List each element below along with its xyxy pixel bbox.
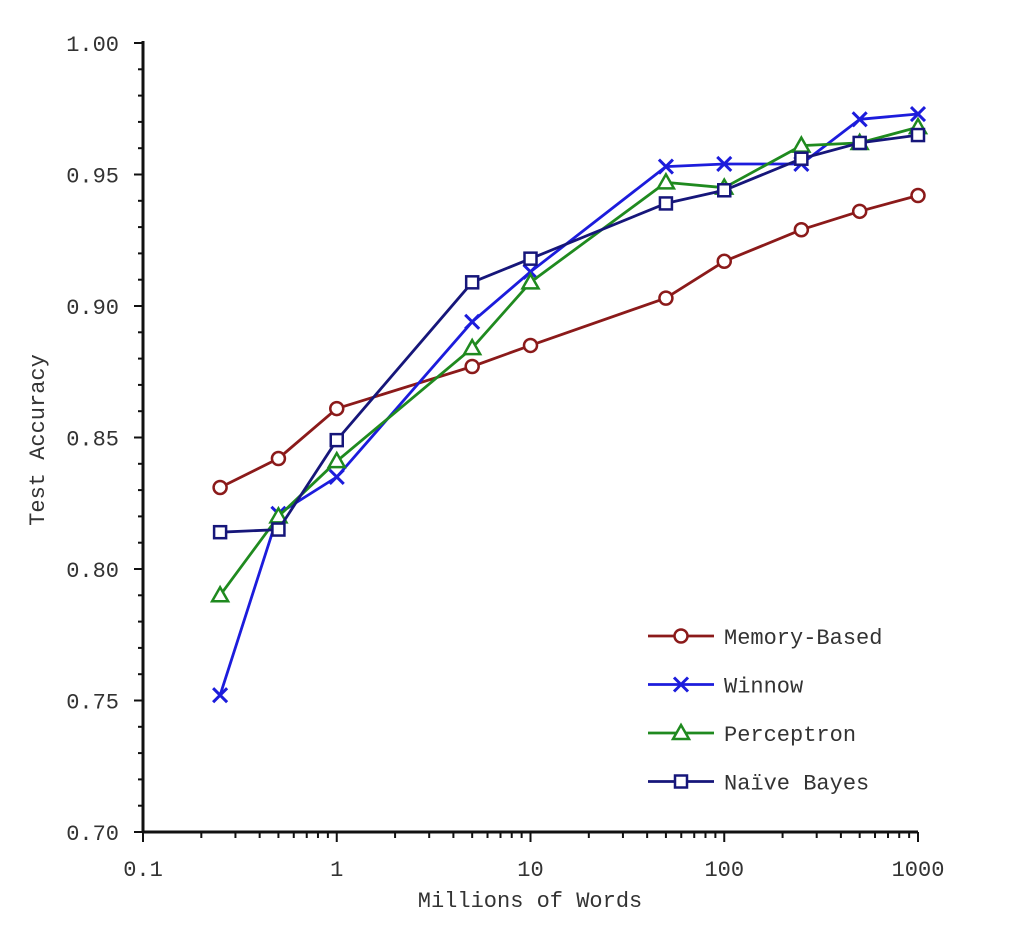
square-marker	[910, 127, 926, 143]
x-marker	[657, 158, 674, 175]
circle-marker	[270, 450, 287, 467]
square-marker	[658, 196, 674, 211]
series-2	[209, 116, 929, 603]
x-marker	[522, 263, 539, 280]
circle-marker	[851, 203, 868, 220]
series-3	[212, 127, 926, 540]
legend-label: Naïve Bayes	[724, 772, 869, 797]
square-marker	[794, 151, 809, 166]
legend-label: Memory-Based	[724, 626, 882, 651]
series-0	[212, 187, 926, 496]
square-marker	[329, 432, 344, 448]
series-line	[220, 133, 919, 534]
series-line	[218, 125, 919, 597]
legend-entry: Naïve Bayes	[648, 772, 869, 797]
y-tick-label: 0.75	[66, 691, 119, 716]
circle-marker	[793, 221, 810, 238]
legend-entry: Winnow	[648, 675, 803, 700]
x-tick-label: 1000	[892, 858, 945, 883]
y-tick-label: 0.95	[66, 165, 119, 190]
circle-marker	[658, 290, 674, 306]
series-line	[218, 112, 919, 696]
x-marker	[716, 155, 733, 173]
x-marker	[851, 111, 868, 128]
y-axis-title: Test Accuracy	[26, 354, 51, 526]
x-marker	[672, 676, 690, 693]
y-tick-label: 1.00	[66, 33, 119, 58]
triangle-marker	[462, 337, 483, 356]
circle-marker	[522, 337, 539, 354]
legend-entry: Memory-Based	[648, 626, 882, 651]
x-tick-label: 0.1	[123, 858, 163, 883]
triangle-marker	[326, 450, 347, 469]
y-tick-label: 0.70	[66, 822, 119, 847]
square-marker	[673, 774, 689, 789]
square-marker	[271, 522, 286, 537]
legend: Memory-Based Winnow Perceptron Naïve Bayes	[648, 626, 882, 797]
circle-marker	[464, 358, 480, 375]
y-tick-label: 0.85	[66, 428, 119, 453]
x-marker	[464, 313, 481, 330]
x-tick-label: 100	[704, 858, 744, 883]
axes: 0.70 0.75 0.80 0.85 0.90 0.95 1.00 0.1 1 10 100 100…	[66, 33, 944, 883]
circle-marker	[910, 187, 926, 204]
square-marker	[212, 524, 228, 540]
square-marker	[852, 135, 867, 151]
circle-marker	[329, 400, 345, 417]
series-1	[212, 105, 927, 704]
series-layer	[209, 105, 929, 704]
x-marker	[909, 105, 927, 123]
triangle-marker	[209, 584, 231, 603]
circle-marker	[716, 253, 732, 270]
square-marker	[464, 275, 480, 290]
x-marker	[328, 468, 345, 486]
legend-label: Winnow	[724, 675, 803, 700]
legend-label: Perceptron	[724, 723, 856, 748]
triangle-marker	[520, 271, 541, 290]
y-tick-label: 0.90	[66, 296, 119, 321]
x-tick-label: 1	[330, 858, 343, 883]
circle-marker	[212, 479, 228, 496]
series-line	[219, 194, 919, 489]
circle-marker	[673, 628, 689, 644]
x-marker	[212, 687, 229, 704]
triangle-marker	[655, 171, 677, 190]
y-tick-label: 0.80	[66, 559, 119, 584]
square-marker	[717, 183, 732, 198]
square-marker	[523, 251, 538, 266]
x-axis-title: Millions of Words	[418, 889, 642, 914]
triangle-marker	[670, 722, 692, 741]
legend-entry: Perceptron	[648, 722, 856, 748]
x-tick-label: 10	[517, 858, 543, 883]
